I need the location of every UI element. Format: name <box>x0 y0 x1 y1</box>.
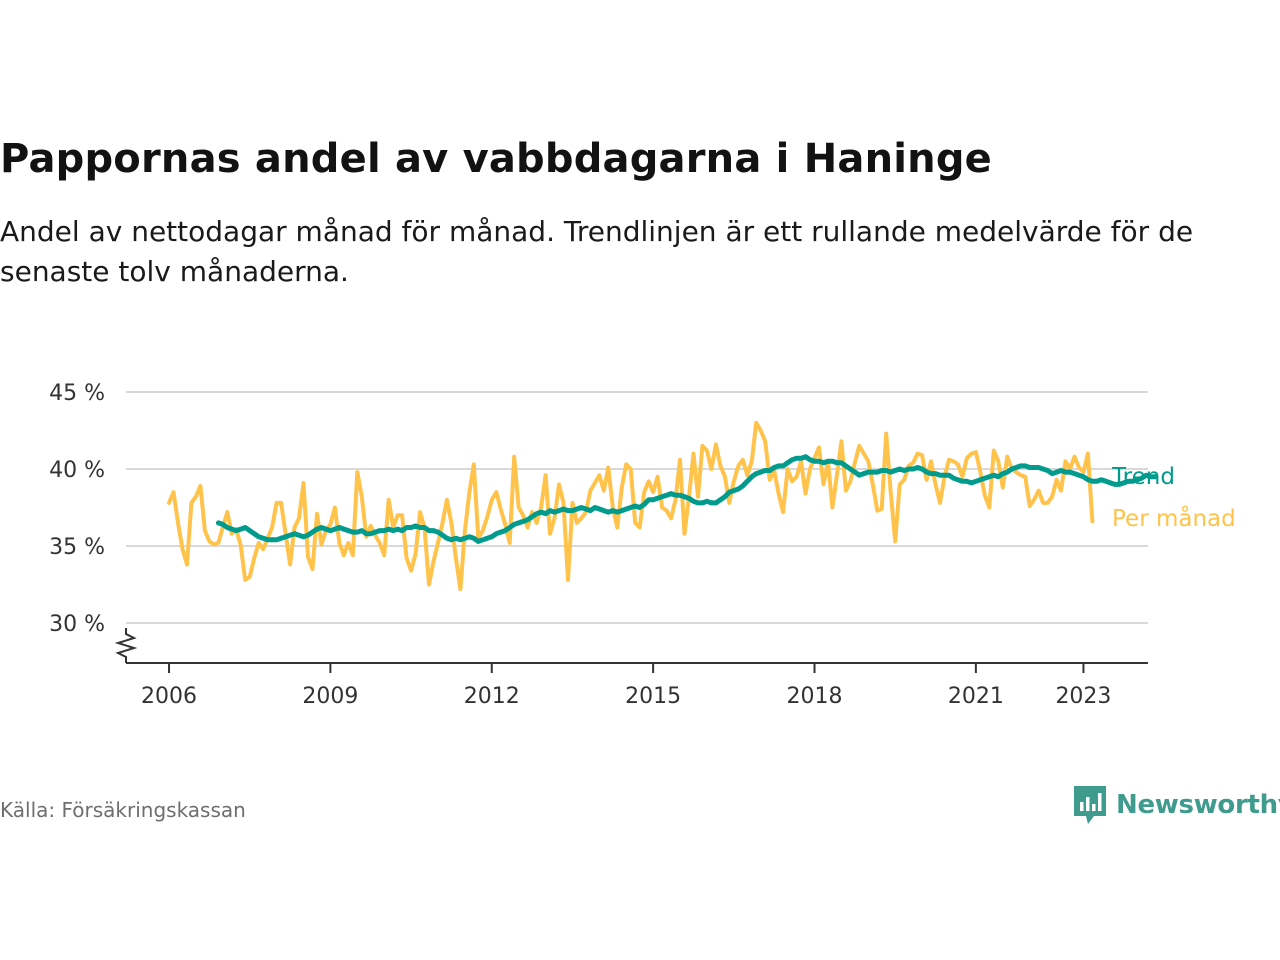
series-label-per-manad: Per månad <box>1112 504 1236 532</box>
brand-logo: Newsworthy <box>1072 784 1280 826</box>
series-line-trend <box>215 454 1158 544</box>
x-tick-label: 2015 <box>625 684 681 709</box>
axis-break-icon <box>114 628 138 663</box>
gridlines <box>126 391 1148 624</box>
x-tick-label: 2012 <box>464 684 520 709</box>
x-tick-label: 2018 <box>787 684 843 709</box>
series-label-trend: Trend <box>1111 464 1175 490</box>
y-axis: 30 % 35 % 40 % 45 % <box>49 381 138 663</box>
x-tick-label: 2021 <box>948 684 1004 709</box>
x-axis: 2006 2009 2012 2015 2018 2021 2023 <box>126 662 1148 709</box>
x-tick-label: 2023 <box>1055 684 1111 709</box>
series-line-per-manad <box>167 420 1095 592</box>
chart-title: Pappornas andel av vabbdagarna i Haninge <box>0 136 993 182</box>
x-tick-label: 2006 <box>141 684 197 709</box>
chart-subtitle: Andel av nettodagar månad för månad. Tre… <box>0 215 1194 288</box>
source-note: Källa: Försäkringskassan <box>0 798 246 822</box>
series-group <box>167 420 1158 592</box>
y-tick-label: 35 % <box>49 535 105 560</box>
newsworthy-logo-icon <box>1074 786 1106 824</box>
y-tick-label: 40 % <box>49 458 105 483</box>
line-chart: 30 % 35 % 40 % 45 % 2006 2009 2012 2015 2018 202… <box>49 381 1236 709</box>
brand-name: Newsworthy <box>1116 790 1280 820</box>
x-tick-label: 2009 <box>302 684 358 709</box>
series-labels: Per månad Trend <box>1111 464 1236 532</box>
y-tick-label: 30 % <box>49 612 105 637</box>
y-tick-label: 45 % <box>49 381 105 406</box>
